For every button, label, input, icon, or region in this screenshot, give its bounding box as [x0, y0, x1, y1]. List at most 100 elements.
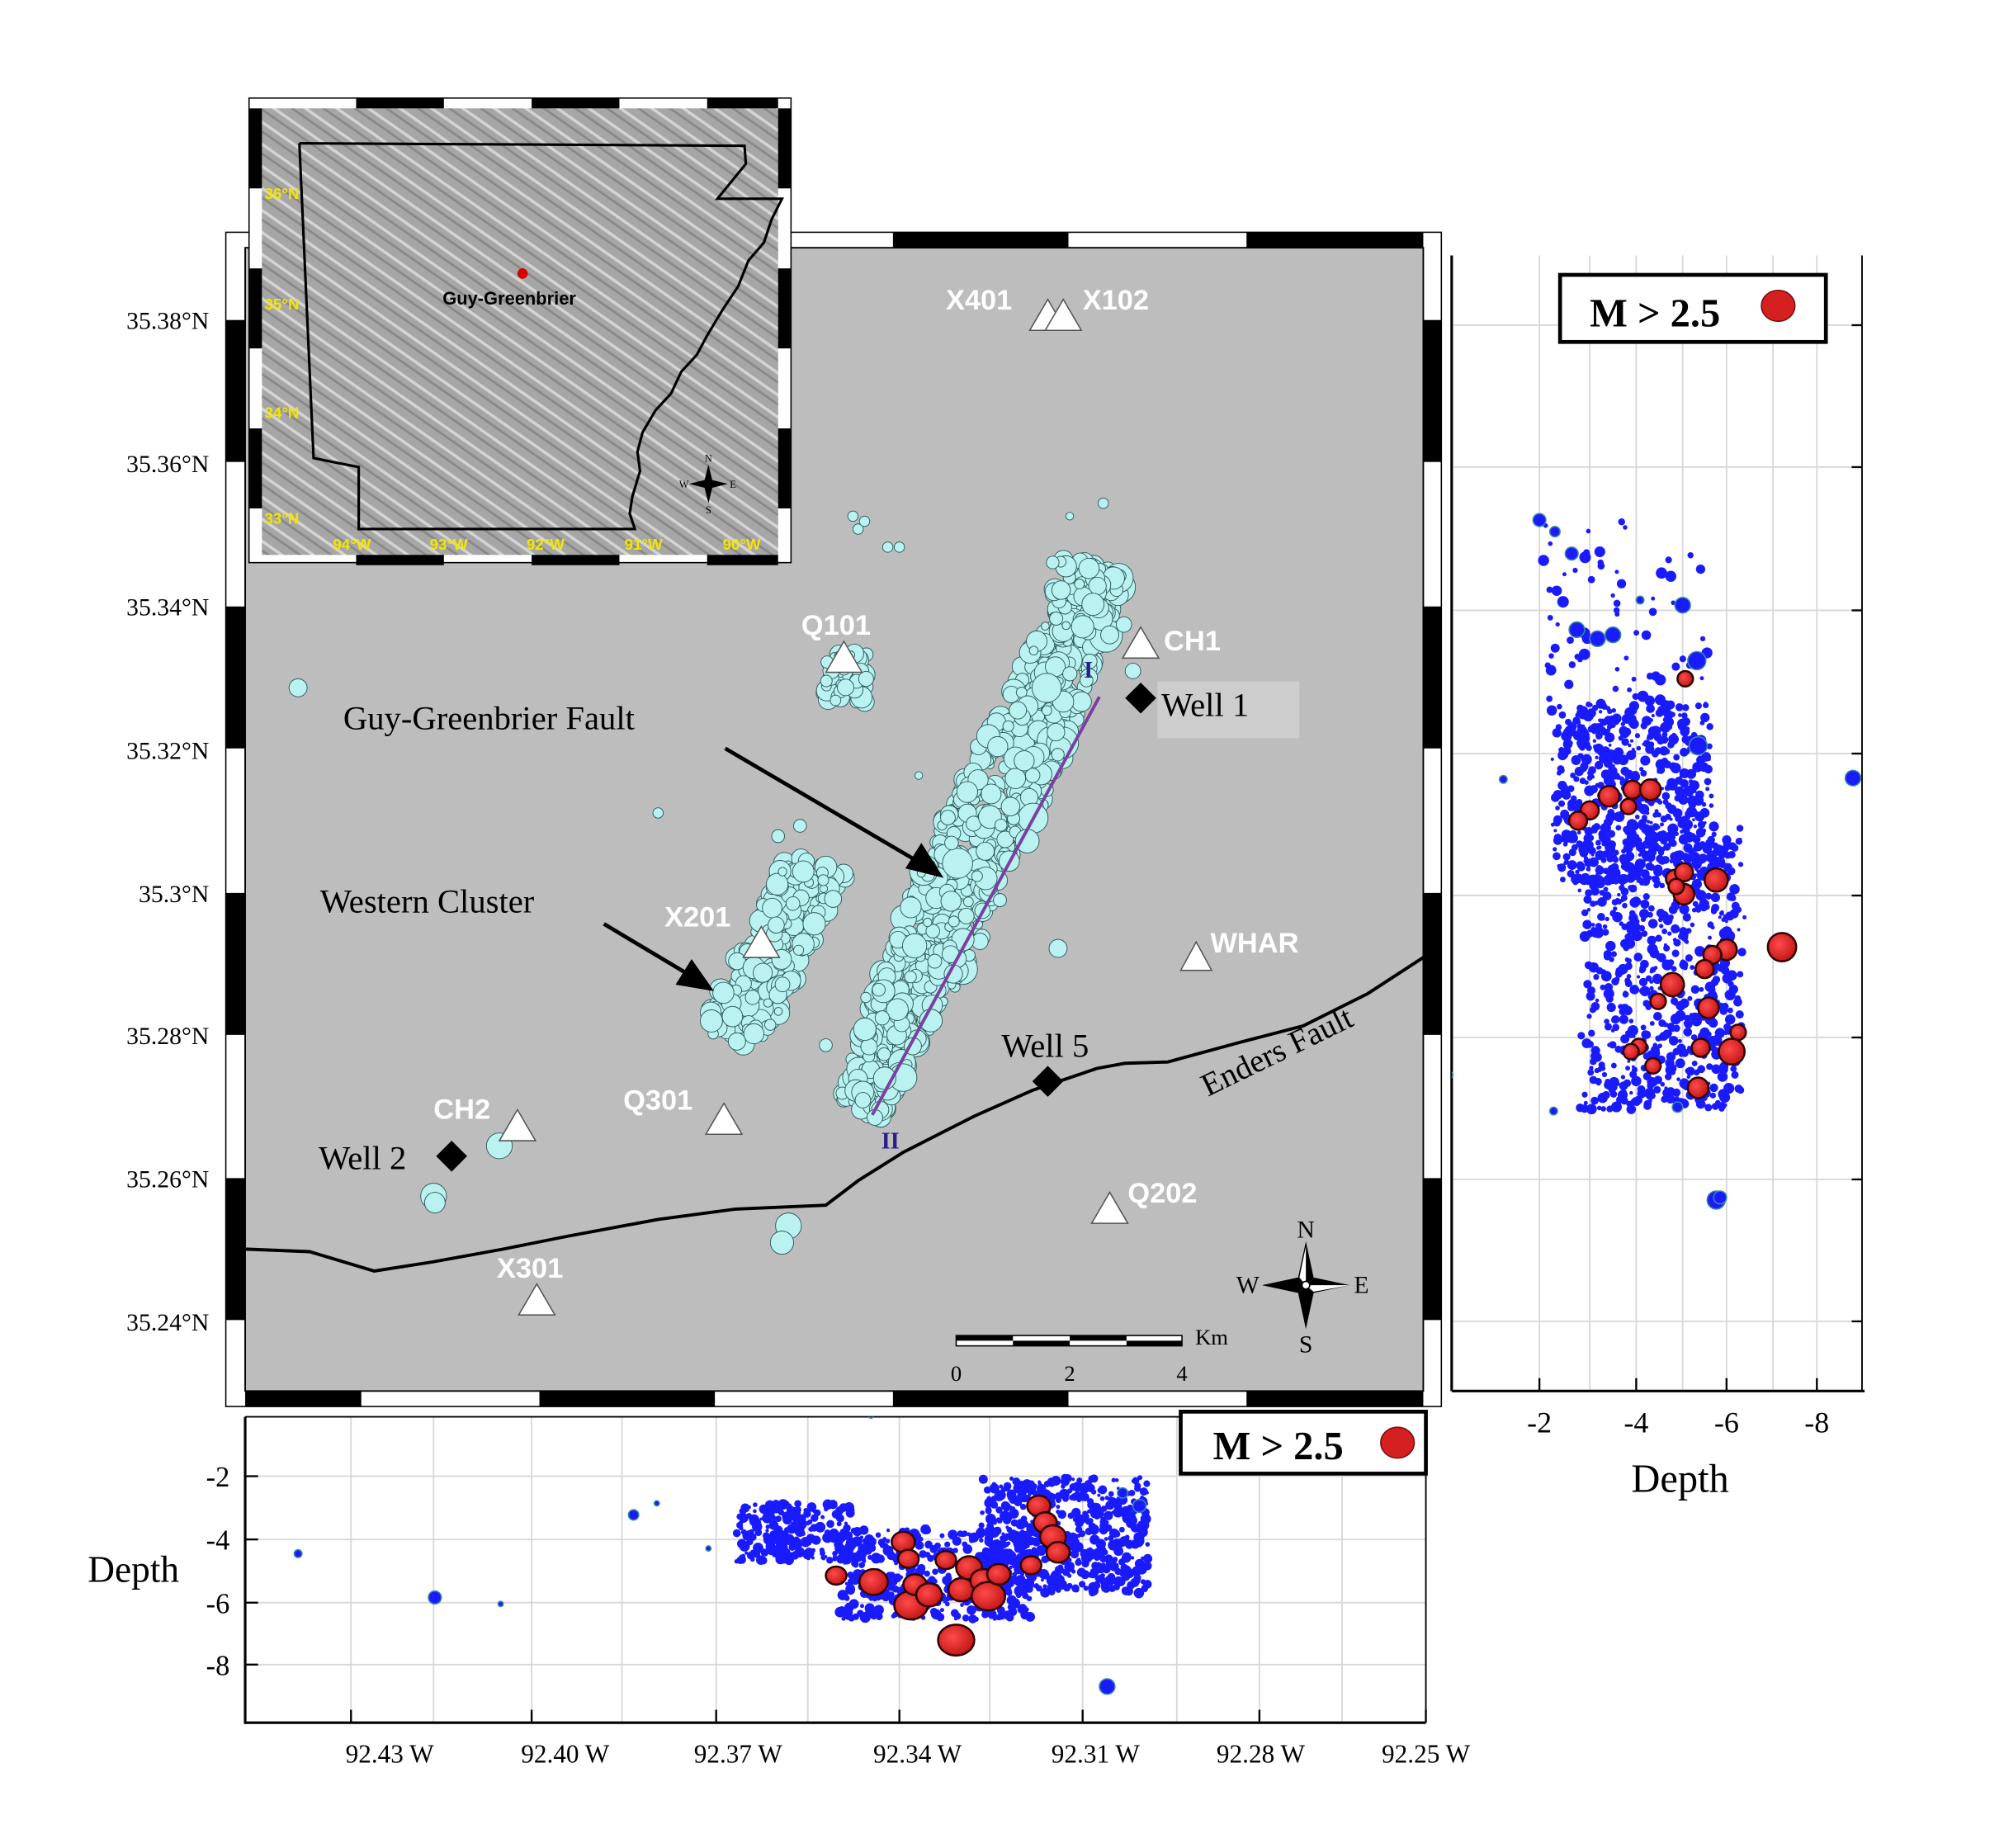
map-frame [225, 232, 1442, 1407]
depth-event [1683, 1028, 1693, 1037]
depth-event [995, 1506, 1003, 1514]
depth-event [1630, 739, 1634, 743]
depth-event [1623, 843, 1633, 853]
depth-event [1071, 1477, 1075, 1482]
depth-event [888, 1591, 895, 1598]
depth-event [1697, 1065, 1706, 1074]
depth-event [1678, 713, 1682, 717]
depth-event [1642, 1072, 1652, 1081]
depth-event [1116, 1499, 1121, 1505]
depth-event [1633, 918, 1640, 925]
depth-event [1704, 904, 1710, 910]
depth-event [1655, 952, 1663, 961]
depth-event [1652, 973, 1663, 985]
depth-event [1640, 755, 1651, 766]
arrow-head [905, 843, 944, 878]
cluster-event [766, 872, 789, 896]
lat-tick: 35.34°N [126, 595, 209, 622]
depth-event [762, 1512, 773, 1524]
depth-event [807, 1519, 813, 1524]
depth-event [1093, 1553, 1101, 1562]
depth-event [1651, 876, 1656, 881]
depth-event [1679, 904, 1690, 915]
event [1124, 663, 1141, 679]
depth-event [1018, 1480, 1025, 1487]
depth-event [1139, 1487, 1148, 1496]
depth-event [968, 1537, 975, 1543]
depth-event [1079, 1581, 1086, 1588]
depth-event [1679, 655, 1686, 663]
depth-event [815, 1521, 826, 1533]
depth-event [794, 1547, 806, 1558]
depth-event [1598, 710, 1603, 714]
depth-event [1586, 867, 1591, 872]
depth-event [1626, 974, 1632, 979]
depth-event [1051, 1476, 1061, 1486]
depth-event [806, 1502, 817, 1512]
depth-event [1703, 1034, 1708, 1039]
depth-event [1645, 863, 1653, 871]
depth-event [1624, 933, 1633, 941]
depth-event [1706, 1031, 1712, 1037]
bottom-depth-events [293, 1416, 1153, 1695]
bottom-ytick: -6 [206, 1588, 230, 1619]
depth-event [1612, 1023, 1620, 1032]
depth-event [1133, 1574, 1141, 1582]
bottom-ytick: -4 [206, 1525, 230, 1557]
depth-event [853, 1551, 863, 1562]
depth-event [762, 1532, 770, 1540]
depth-event [736, 1556, 744, 1564]
depth-event [1709, 1092, 1717, 1099]
depth-event [1037, 1480, 1042, 1484]
depth-event [1706, 743, 1713, 749]
depth-event [1639, 848, 1646, 855]
depth-event [1699, 636, 1706, 642]
depth-event [1584, 961, 1593, 970]
depth-event [867, 1416, 874, 1419]
depth-event [887, 1572, 896, 1580]
depth-event [1576, 830, 1581, 835]
depth-event [1557, 765, 1565, 773]
depth-event [802, 1550, 812, 1560]
depth-event [1097, 1547, 1105, 1555]
depth-event [820, 1554, 826, 1560]
depth-event [1615, 898, 1623, 905]
depth-event [1548, 653, 1554, 659]
depth-event [1682, 913, 1691, 922]
depth-event [1654, 694, 1666, 706]
fault-event [860, 1037, 878, 1056]
depth-event [1596, 1105, 1602, 1111]
depth-event [985, 1533, 990, 1538]
depth-event [1080, 1492, 1089, 1502]
depth-event [1117, 1486, 1129, 1499]
depth-event [1737, 837, 1742, 842]
depth-event [1568, 848, 1576, 857]
inset-lat-label: 34°N [264, 404, 299, 422]
depth-event [828, 1500, 838, 1510]
event [858, 515, 871, 527]
depth-event [1586, 702, 1591, 707]
depth-event [1613, 607, 1620, 614]
cluster-event [792, 860, 815, 883]
depth-event [1690, 965, 1695, 971]
depth-event [1118, 1526, 1125, 1533]
depth-event [1089, 1524, 1099, 1535]
depth-event [1661, 1095, 1668, 1104]
depth-event [1602, 1090, 1610, 1099]
depth-event [1681, 826, 1689, 834]
depth-event [1567, 834, 1577, 844]
depth-event [1567, 860, 1577, 871]
depth-event [744, 1514, 749, 1519]
depth-event [1685, 726, 1690, 731]
fault-event [942, 848, 973, 879]
depth-event [1670, 781, 1678, 789]
depth-event [1589, 630, 1606, 648]
scale-bar: 0 2 4 Km [951, 1325, 1228, 1386]
depth-event [1667, 1031, 1673, 1036]
depth-event [1676, 1077, 1680, 1081]
depth-event [1665, 556, 1672, 564]
depth-event [1663, 748, 1671, 755]
depth-event [1080, 1570, 1090, 1580]
depth-event [777, 1539, 787, 1549]
fault-event [948, 915, 960, 928]
